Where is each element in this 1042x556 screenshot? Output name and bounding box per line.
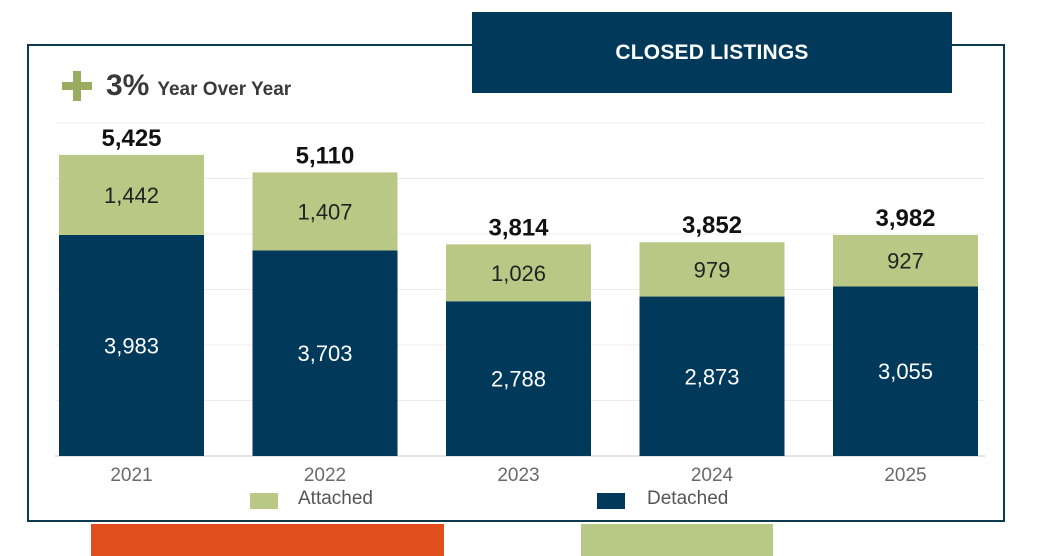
- legend-swatch-attached: [250, 493, 278, 509]
- bar-detached: [446, 301, 591, 456]
- x-tick-label: 2024: [691, 465, 734, 486]
- bar-detached: [639, 296, 785, 456]
- footer-accent-right: [581, 524, 773, 556]
- total-label: 3,852: [682, 212, 742, 239]
- yoy-label: Year Over Year: [157, 79, 292, 100]
- chart-title-banner: CLOSED LISTINGS: [472, 12, 952, 93]
- chart-title: CLOSED LISTINGS: [615, 40, 809, 64]
- bar-attached: [252, 172, 398, 251]
- footer-accent-left: [91, 524, 444, 556]
- x-tick-label: 2021: [110, 465, 152, 486]
- legend-swatch-detached: [597, 493, 625, 509]
- bar-detached: [59, 234, 204, 456]
- yoy-indicator: 3% Year Over Year: [62, 66, 291, 106]
- data-label-detached: 2,873: [684, 364, 739, 389]
- total-label: 3,982: [875, 205, 935, 232]
- x-tick-label: 2023: [497, 465, 539, 486]
- data-label-detached: 3,983: [104, 333, 159, 358]
- data-label-attached: 927: [887, 249, 924, 274]
- data-label-attached: 1,407: [297, 199, 352, 224]
- data-label-attached: 1,442: [104, 183, 159, 208]
- x-tick-label: 2022: [304, 465, 346, 486]
- data-label-detached: 3,703: [297, 341, 352, 366]
- bar-detached: [252, 250, 398, 456]
- x-tick-label: 2025: [884, 465, 926, 486]
- bar-attached: [59, 154, 204, 235]
- bar-attached: [833, 234, 978, 287]
- yoy-value: 3%: [106, 69, 150, 102]
- total-label: 5,110: [296, 142, 355, 169]
- data-label-detached: 2,788: [491, 367, 546, 392]
- bar-detached: [833, 286, 978, 456]
- plus-icon: [62, 71, 92, 101]
- data-label-attached: 1,026: [491, 261, 546, 286]
- total-label: 3,814: [488, 214, 549, 241]
- legend-label-attached: Attached: [298, 488, 373, 509]
- data-label-detached: 3,055: [878, 359, 933, 384]
- data-label-attached: 979: [694, 257, 731, 282]
- bar-attached: [639, 242, 785, 297]
- legend-label-detached: Detached: [647, 488, 728, 509]
- total-label: 5,425: [101, 125, 161, 152]
- bar-attached: [446, 244, 591, 302]
